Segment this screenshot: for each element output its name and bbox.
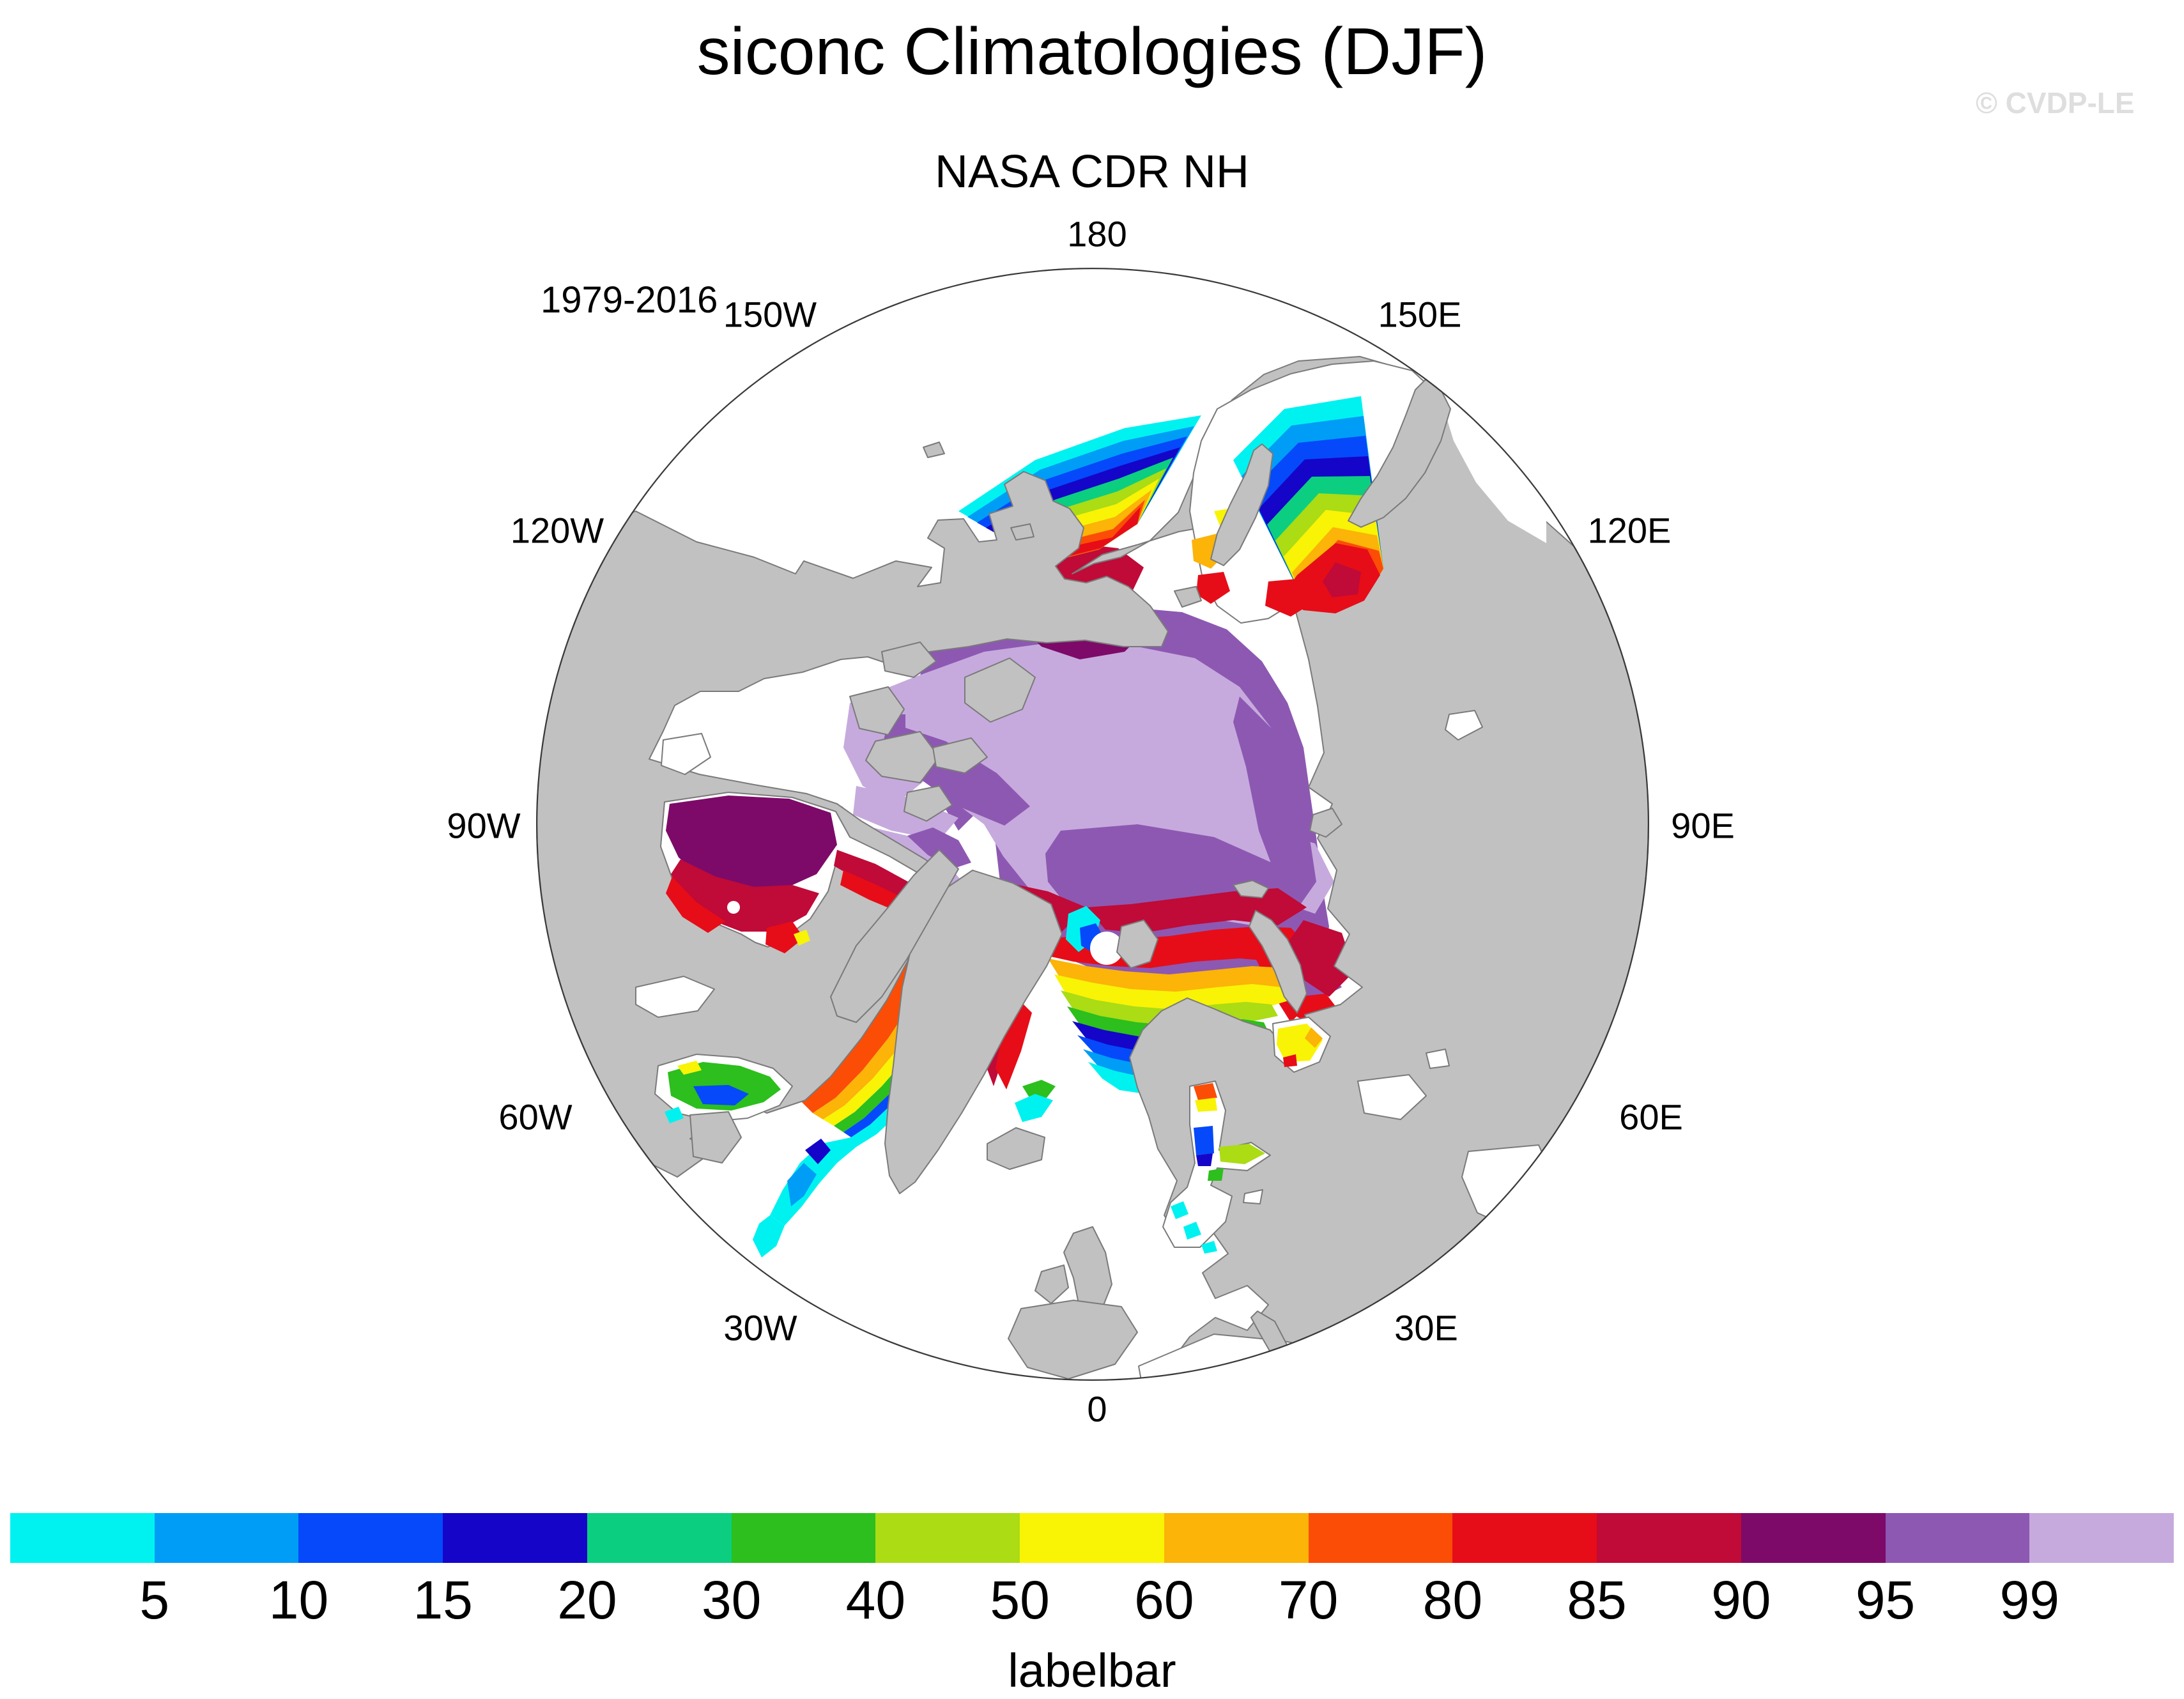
- island-sakhalin: [1210, 443, 1273, 566]
- kamchatka: [1348, 376, 1451, 528]
- page-title: siconc Climatologies (DJF): [696, 15, 1488, 89]
- iberia: [1008, 1300, 1138, 1380]
- labelbar-segment: [587, 1513, 732, 1563]
- meridian-label-120E: 120E: [1587, 510, 1672, 551]
- labelbar-segment: [1020, 1513, 1164, 1563]
- labelbar-segment: [154, 1513, 299, 1563]
- meridian-label-30E: 30E: [1394, 1307, 1458, 1348]
- labelbar-segment: [875, 1513, 1020, 1563]
- labelbar-segment: [731, 1513, 876, 1563]
- labelbar-tick: 60: [1134, 1570, 1194, 1630]
- labelbar-tick: 10: [268, 1570, 329, 1630]
- island-devon: [932, 737, 988, 774]
- island-novaya-zemlya: [1249, 910, 1307, 1013]
- lake-great-bear: [661, 733, 711, 775]
- labelbar-tick: 70: [1278, 1570, 1339, 1630]
- island-baffin: [830, 849, 959, 1023]
- labelbar-tick: 85: [1567, 1570, 1627, 1630]
- aral-sea: [1426, 1049, 1450, 1069]
- sea-ice-hudson-bay: [666, 796, 932, 953]
- caspian-sea: [1357, 1074, 1427, 1120]
- labelbar-tick: 5: [139, 1570, 170, 1630]
- islands: [689, 376, 1451, 1381]
- lake-ladoga: [1243, 1189, 1263, 1204]
- meridian-label-90E: 90E: [1671, 805, 1735, 846]
- meridian-label-90W: 90W: [447, 805, 521, 846]
- aleutian-islands: [923, 442, 945, 458]
- meridian-label-120W: 120W: [510, 510, 604, 551]
- island-wrangel: [1174, 586, 1202, 608]
- franz-josef-land: [1233, 880, 1269, 898]
- meridian-label-150W: 150W: [723, 294, 817, 335]
- labelbar-segment: [1308, 1513, 1453, 1563]
- labelbar-segment: [10, 1513, 155, 1563]
- hudson-polynya: [727, 901, 740, 914]
- period-label: 1979-2016: [541, 279, 718, 321]
- meridian-label-60W: 60W: [498, 1096, 573, 1137]
- polar-map: [536, 268, 1649, 1381]
- labelbar-tick: 50: [990, 1570, 1050, 1630]
- labelbar-tick: 99: [1999, 1570, 2059, 1630]
- labelbar-tick: 30: [701, 1570, 762, 1630]
- sea-ice-baltic: [1171, 1083, 1265, 1254]
- great-lakes: [635, 976, 715, 1018]
- greenland: [884, 870, 1063, 1194]
- continent-north-america: [536, 471, 1169, 1342]
- severnaya-zemlya: [1309, 808, 1342, 838]
- labelbar-tick: 15: [413, 1570, 473, 1630]
- meridian-label-150E: 150E: [1378, 294, 1462, 335]
- island-ellesmere: [964, 657, 1036, 723]
- labelbar-swatches: [10, 1513, 2174, 1563]
- sea-ice-st-lawrence: [665, 1061, 781, 1123]
- sea-baltic: [1162, 1080, 1271, 1248]
- island-svalbard: [1116, 919, 1158, 969]
- map-subtitle: NASA CDR NH: [934, 146, 1250, 197]
- meridian-label-180: 180: [1067, 213, 1127, 254]
- labelbar-tick: 20: [557, 1570, 617, 1630]
- labelbar-title: labelbar: [1008, 1644, 1176, 1697]
- labelbar-segment: [1597, 1513, 1741, 1563]
- sea-ice-white-sea: [1277, 1024, 1323, 1067]
- map-boundary-circle: [536, 268, 1649, 1381]
- sea-ice-okhotsk: [1192, 396, 1383, 617]
- meridian-label-0: 0: [1087, 1388, 1107, 1429]
- labelbar-segment: [443, 1513, 587, 1563]
- labelbar-segment: [1741, 1513, 1886, 1563]
- svalbard-polynya: [1090, 932, 1123, 965]
- island-ireland: [1034, 1265, 1069, 1304]
- island-banks: [849, 686, 905, 735]
- island-somerset: [904, 785, 953, 822]
- labelbar-tick: 95: [1855, 1570, 1916, 1630]
- watermark-label: © CVDP-LE: [1976, 86, 2135, 119]
- island-st-lawrence: [1010, 523, 1034, 541]
- labelbar-tick: 80: [1422, 1570, 1483, 1630]
- labelbar-segment: [1452, 1513, 1597, 1563]
- island-melville: [881, 642, 937, 678]
- island-iceland: [987, 1127, 1045, 1170]
- labelbar-segment: [298, 1513, 443, 1563]
- labelbar-segment: [2029, 1513, 2174, 1563]
- labelbar-tick: 90: [1711, 1570, 1771, 1630]
- labelbar-segment: [1164, 1513, 1309, 1563]
- lake-baikal: [1445, 710, 1483, 741]
- meridian-label-60E: 60E: [1619, 1096, 1683, 1137]
- labelbar-segment: [1885, 1513, 2030, 1563]
- labelbar-tick: 40: [845, 1570, 906, 1630]
- meridian-label-30W: 30W: [723, 1307, 797, 1348]
- island-newfoundland: [689, 1111, 742, 1164]
- island-victoria: [865, 731, 940, 783]
